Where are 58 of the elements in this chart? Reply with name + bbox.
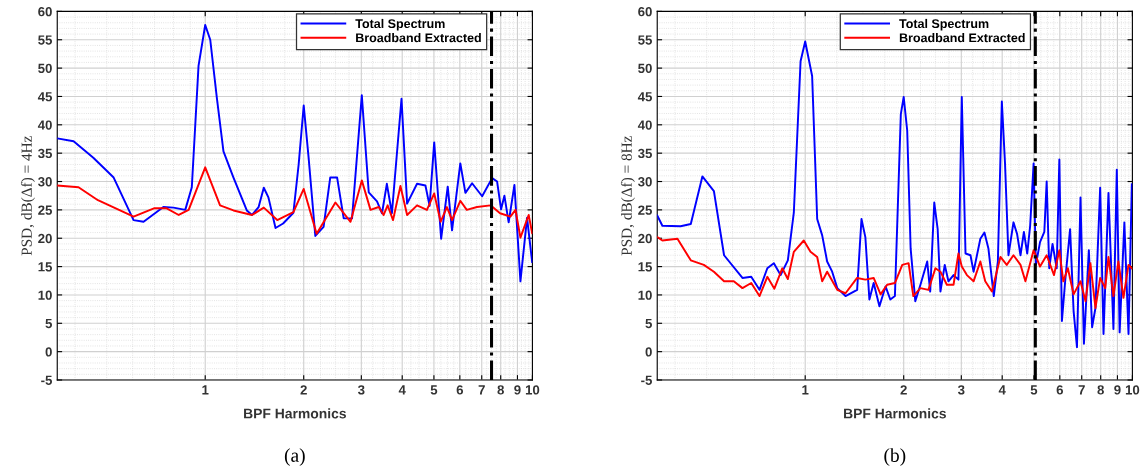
x-tick-label: 3 [957,385,965,395]
x-tick-label: 1 [802,385,809,395]
y-tick-label: 55 [638,35,652,45]
y-tick-label: -5 [41,375,53,385]
x-tick-label: 4 [398,385,406,395]
y-tick-label: 55 [38,35,53,45]
x-tick-label: 8 [1097,385,1104,395]
y-axis-title: PSD, dB(Δf) = 4Hz [20,135,35,256]
x-tick-label: 5 [430,385,438,395]
x-tick-label: 10 [525,385,540,395]
y-tick-label: 10 [38,290,52,300]
legend-label: Total Spectrum [899,18,989,31]
y-tick-label: 25 [38,205,53,215]
y-tick-label: 35 [38,148,53,159]
x-tick-label: 4 [998,385,1006,395]
y-axis-title: PSD, dB(Δf) = 8Hz [620,135,635,256]
x-tick-label: 7 [1078,385,1085,395]
legend-label: Broadband Extracted [356,33,481,43]
x-axis-title: BPF Harmonics [244,408,346,419]
x-tick-label: 6 [456,385,464,395]
text: (a) [284,448,305,466]
y-tick-label: 25 [638,205,652,215]
y-tick-label: 10 [638,290,652,300]
x-tick-label: 10 [1125,385,1140,395]
legend-label: Broadband Extracted [899,33,1025,43]
x-tick-label: 9 [514,385,521,395]
x-axis-title: BPF Harmonics [844,408,946,419]
y-tick-label: 15 [38,262,53,272]
y-tick-label: 50 [38,63,52,74]
text: (b) [884,448,906,466]
y-tick-label: 40 [37,120,52,130]
x-tick-label: 7 [478,385,485,395]
x-tick-label: 1 [202,385,209,395]
y-tick-label: 60 [38,6,52,17]
x-tick-label: 2 [300,385,307,395]
y-tick-label: 15 [638,262,652,272]
y-tick-label: 0 [645,347,652,357]
x-tick-label: 8 [497,385,504,395]
y-tick-label: -5 [641,375,652,385]
y-tick-label: 30 [638,177,652,187]
y-tick-label: 60 [638,6,652,17]
y-tick-label: 5 [645,319,652,329]
y-tick-label: 20 [638,233,652,244]
y-tick-label: 20 [38,233,52,244]
legend-label: Total Spectrum [355,18,445,31]
y-tick-label: 50 [638,63,652,74]
y-tick-label: 40 [637,120,652,130]
y-tick-label: 5 [45,319,53,329]
x-tick-label: 6 [1056,385,1064,395]
x-tick-label: 3 [357,385,365,395]
y-tick-label: 30 [38,177,52,187]
y-tick-label: 45 [637,92,652,102]
x-tick-label: 9 [1114,385,1121,395]
x-tick-label: 5 [1030,385,1038,395]
y-tick-label: 0 [45,347,52,357]
y-tick-label: 35 [638,148,652,159]
y-tick-label: 45 [37,92,53,102]
x-tick-label: 2 [900,385,907,395]
